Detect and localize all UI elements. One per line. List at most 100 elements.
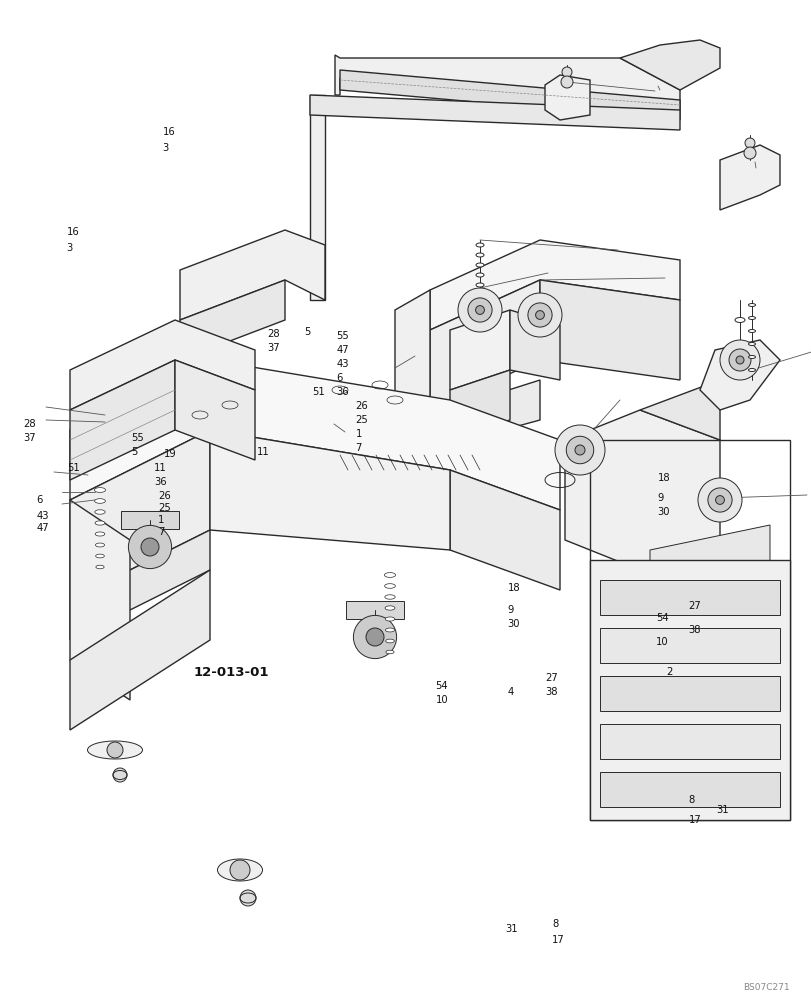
Text: 37: 37 <box>267 343 280 353</box>
Circle shape <box>535 311 543 319</box>
Circle shape <box>743 147 755 159</box>
Text: 18: 18 <box>657 473 670 483</box>
Ellipse shape <box>95 532 105 536</box>
Ellipse shape <box>385 650 393 654</box>
Ellipse shape <box>475 283 483 287</box>
Circle shape <box>141 538 159 556</box>
Text: 7: 7 <box>355 443 362 453</box>
Circle shape <box>744 138 754 148</box>
Circle shape <box>366 628 384 646</box>
Circle shape <box>475 306 484 314</box>
Polygon shape <box>649 625 753 695</box>
Polygon shape <box>70 360 175 480</box>
Polygon shape <box>544 75 590 120</box>
Text: 3: 3 <box>67 243 73 253</box>
Polygon shape <box>430 280 539 410</box>
Polygon shape <box>335 55 679 110</box>
Text: 4: 4 <box>507 687 513 697</box>
Circle shape <box>230 860 250 880</box>
Text: 9: 9 <box>507 605 513 615</box>
Circle shape <box>735 356 743 364</box>
Text: 6: 6 <box>336 373 342 383</box>
Polygon shape <box>180 230 324 320</box>
Circle shape <box>113 768 127 782</box>
Text: 16: 16 <box>67 227 79 237</box>
Text: 16: 16 <box>162 127 175 137</box>
Polygon shape <box>180 280 285 360</box>
Polygon shape <box>70 320 255 410</box>
Ellipse shape <box>748 342 754 346</box>
Polygon shape <box>599 724 779 759</box>
Circle shape <box>697 478 741 522</box>
Circle shape <box>707 488 732 512</box>
Polygon shape <box>345 601 403 619</box>
Ellipse shape <box>217 859 262 881</box>
Text: 28: 28 <box>267 329 280 339</box>
Text: 26: 26 <box>355 401 368 411</box>
Polygon shape <box>599 580 779 615</box>
Ellipse shape <box>94 488 105 492</box>
Text: 27: 27 <box>688 601 701 611</box>
Text: 12-013-01: 12-013-01 <box>194 666 268 678</box>
Text: 26: 26 <box>158 491 171 501</box>
Circle shape <box>560 76 573 88</box>
Ellipse shape <box>96 554 104 558</box>
Text: 17: 17 <box>688 815 701 825</box>
Polygon shape <box>449 370 509 440</box>
Circle shape <box>574 445 584 455</box>
Text: 18: 18 <box>507 583 520 593</box>
Polygon shape <box>175 360 255 460</box>
Text: 9: 9 <box>657 493 663 503</box>
Text: BS07C271: BS07C271 <box>742 983 789 992</box>
Ellipse shape <box>384 617 394 621</box>
Ellipse shape <box>475 263 483 267</box>
Circle shape <box>554 425 604 475</box>
Circle shape <box>561 67 571 77</box>
Ellipse shape <box>384 606 394 610</box>
Polygon shape <box>509 310 560 380</box>
Ellipse shape <box>748 368 754 371</box>
Circle shape <box>714 496 723 504</box>
Text: 43: 43 <box>36 511 49 521</box>
Polygon shape <box>599 676 779 711</box>
Circle shape <box>719 340 759 380</box>
Circle shape <box>527 303 551 327</box>
Text: 25: 25 <box>355 415 368 425</box>
Polygon shape <box>599 628 779 663</box>
Ellipse shape <box>385 639 394 643</box>
Text: 43: 43 <box>336 359 348 369</box>
Ellipse shape <box>95 499 105 503</box>
Circle shape <box>107 742 122 758</box>
Ellipse shape <box>96 565 104 569</box>
Ellipse shape <box>748 316 754 320</box>
Polygon shape <box>719 145 779 210</box>
Ellipse shape <box>475 253 483 257</box>
Ellipse shape <box>384 584 395 588</box>
Polygon shape <box>70 360 560 510</box>
Polygon shape <box>620 40 719 90</box>
Text: 8: 8 <box>551 919 558 929</box>
Text: 47: 47 <box>36 523 49 533</box>
Polygon shape <box>649 725 737 795</box>
Text: 30: 30 <box>657 507 669 517</box>
Text: 36: 36 <box>154 477 167 487</box>
Polygon shape <box>394 290 430 435</box>
Ellipse shape <box>748 304 754 306</box>
Text: 31: 31 <box>715 805 728 815</box>
Ellipse shape <box>95 521 105 525</box>
Polygon shape <box>430 240 679 330</box>
Polygon shape <box>70 430 210 600</box>
Text: 51: 51 <box>67 463 79 473</box>
Polygon shape <box>70 570 210 730</box>
Text: 11: 11 <box>256 447 269 457</box>
Ellipse shape <box>385 628 394 632</box>
Text: 54: 54 <box>435 681 448 691</box>
Ellipse shape <box>475 243 483 247</box>
Text: 6: 6 <box>36 495 42 505</box>
Text: 55: 55 <box>336 331 349 341</box>
Circle shape <box>728 349 750 371</box>
Ellipse shape <box>95 510 105 514</box>
Circle shape <box>353 615 396 659</box>
Text: 25: 25 <box>158 503 171 513</box>
Ellipse shape <box>88 741 142 759</box>
